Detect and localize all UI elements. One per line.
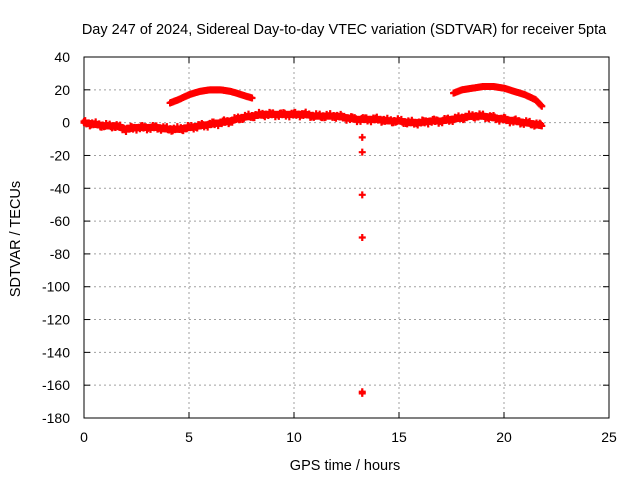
y-tick-label: -60	[50, 213, 70, 229]
y-tick-label: -20	[50, 147, 70, 163]
y-tick-label: 40	[54, 49, 70, 65]
data-point-main-trace	[538, 122, 546, 130]
x-tick-label: 20	[496, 429, 512, 445]
x-tick-label: 10	[286, 429, 302, 445]
data-point-upper-arc-1	[248, 94, 256, 102]
y-tick-label: -100	[42, 279, 70, 295]
y-tick-labels: 40 20 0 -20 -40 -60 -80 -100 -120 -140 -160 -180	[42, 49, 70, 426]
axis-ticks	[83, 56, 610, 419]
data-points	[80, 83, 546, 397]
data-point-outliers	[358, 191, 366, 199]
y-axis-label: SDTVAR / TECUs	[8, 181, 24, 297]
y-tick-label: 0	[62, 115, 70, 131]
data-point-outliers	[358, 148, 366, 156]
data-point-upper-arc-2	[538, 102, 546, 110]
x-tick-labels: 0 5 10 15 20 25	[80, 429, 617, 445]
data-point-outliers	[358, 234, 366, 241]
data-point-outliers	[358, 389, 366, 397]
x-tick-label: 25	[601, 429, 617, 445]
x-tick-label: 5	[185, 429, 193, 445]
y-tick-label: -140	[42, 344, 70, 360]
y-tick-label: -80	[50, 246, 70, 262]
plot-frame	[83, 56, 610, 419]
x-tick-label: 15	[391, 429, 407, 445]
x-tick-label: 0	[80, 429, 88, 445]
y-tick-label: -180	[42, 410, 70, 426]
y-tick-label: -160	[42, 377, 70, 393]
x-axis-label: GPS time / hours	[290, 458, 400, 474]
y-tick-label: 20	[54, 82, 70, 98]
chart-title: Day 247 of 2024, Sidereal Day-to-day VTE…	[82, 22, 607, 38]
y-tick-label: -120	[42, 312, 70, 328]
y-tick-label: -40	[50, 180, 70, 196]
data-point-outliers	[358, 133, 366, 141]
